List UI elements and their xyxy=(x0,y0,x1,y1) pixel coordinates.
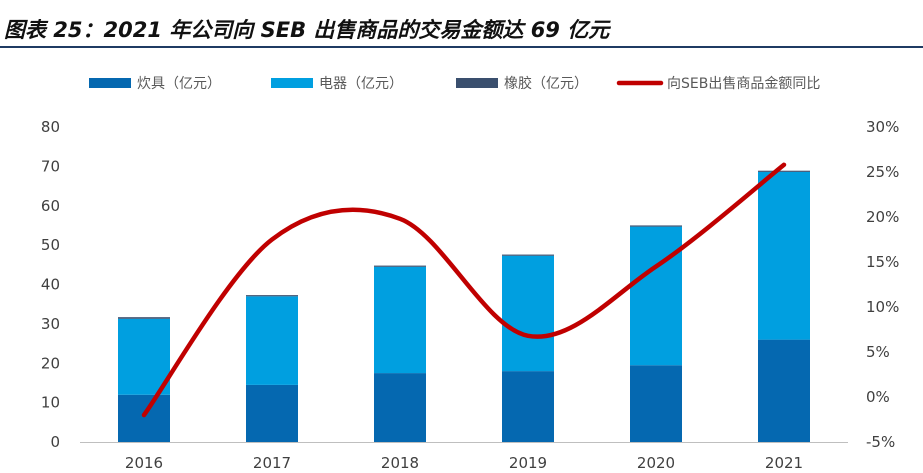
bar-segment xyxy=(758,170,810,172)
ratio-line xyxy=(141,162,787,418)
right-tick-label: 5% xyxy=(866,343,890,361)
left-tick-label: 20 xyxy=(41,354,60,372)
left-tick-label: 40 xyxy=(41,276,60,294)
bar-segment xyxy=(758,171,810,340)
bar-segment xyxy=(246,384,298,442)
bars xyxy=(118,170,810,442)
x-tick-label: 2020 xyxy=(637,454,675,472)
left-tick-label: 30 xyxy=(41,315,60,333)
bar-segment xyxy=(374,266,426,374)
legend-swatch xyxy=(89,78,131,88)
bar-segment xyxy=(758,339,810,442)
x-tick-label: 2017 xyxy=(253,454,291,472)
left-tick-label: 70 xyxy=(41,157,60,175)
right-tick-label: 0% xyxy=(866,388,890,406)
left-tick-label: 0 xyxy=(50,433,60,451)
x-tick-label: 2018 xyxy=(381,454,419,472)
left-tick-label: 10 xyxy=(41,394,60,412)
right-tick-label: 25% xyxy=(866,163,899,181)
figure-title: 图表 25：2021 年公司向 SEB 出售商品的交易金额达 69 亿元 xyxy=(4,18,610,42)
x-tick-label: 2016 xyxy=(125,454,163,472)
legend: 炊具（亿元） 电器（亿元） 橡胶（亿元） 向SEB出售商品金额同比 xyxy=(89,75,820,92)
bar-segment xyxy=(374,373,426,442)
legend-label: 炊具（亿元） xyxy=(137,76,221,92)
x-axis-ticks: 2016 2017 2018 2019 2020 2021 xyxy=(125,454,803,472)
title-rule xyxy=(0,46,923,48)
left-tick-label: 50 xyxy=(41,236,60,254)
x-tick-label: 2019 xyxy=(509,454,547,472)
bar-segment xyxy=(630,226,682,366)
legend-swatch xyxy=(271,78,313,88)
x-tick-label: 2021 xyxy=(765,454,803,472)
right-tick-label: 15% xyxy=(866,253,899,271)
bar-segment xyxy=(502,255,554,372)
legend-label: 橡胶（亿元） xyxy=(504,75,588,92)
left-tick-label: 80 xyxy=(41,118,60,136)
right-tick-label: 30% xyxy=(866,118,899,136)
legend-label: 电器（亿元） xyxy=(319,76,403,92)
bar-segment xyxy=(118,317,170,319)
bar-segment xyxy=(630,365,682,442)
right-tick-label: 10% xyxy=(866,298,899,316)
bar-segment xyxy=(246,295,298,297)
right-tick-label: -5% xyxy=(866,433,895,451)
left-axis-ticks: 0 10 20 30 40 50 60 70 80 xyxy=(41,118,60,451)
left-tick-label: 60 xyxy=(41,197,60,215)
bar-segment xyxy=(118,394,170,442)
bar-segment xyxy=(502,371,554,442)
right-tick-label: 20% xyxy=(866,208,899,226)
bar-segment xyxy=(374,265,426,267)
right-axis-ticks: -5% 0% 5% 10% 15% 20% 25% 30% xyxy=(866,118,899,451)
bar-segment xyxy=(118,318,170,395)
bar-segment xyxy=(246,296,298,385)
bar-segment xyxy=(502,254,554,256)
legend-label: 向SEB出售商品金额同比 xyxy=(667,76,820,92)
bar-segment xyxy=(630,225,682,227)
legend-swatch xyxy=(456,78,498,88)
